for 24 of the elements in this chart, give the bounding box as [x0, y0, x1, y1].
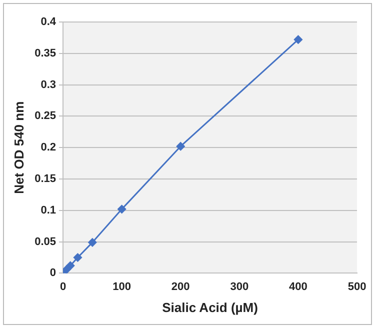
point	[118, 204, 126, 214]
y-tick-label: 0.2	[40, 142, 56, 154]
x-tick-label: 500	[348, 280, 366, 293]
x-tick-label: 200	[171, 280, 190, 293]
x-axis-title: Sialic Acid (µM)	[162, 300, 258, 315]
y-tick-label: 0.4	[40, 16, 57, 28]
point	[294, 35, 302, 44]
y-tick-label: 0.15	[34, 173, 56, 186]
point	[66, 261, 75, 270]
x-tick-label: 100	[112, 280, 131, 293]
point	[176, 142, 185, 151]
y-axis-title: Net OD 540 nm	[11, 101, 26, 194]
point	[63, 265, 71, 274]
y-tick-label: 0.25	[34, 110, 56, 122]
x-tick-label: 0	[60, 280, 66, 293]
y-tick-label: 0.35	[34, 47, 56, 60]
y-tick-label: 0.3	[40, 78, 56, 91]
point	[73, 253, 82, 262]
x-tick-label: 400	[289, 280, 308, 293]
y-tick-label: 0	[50, 267, 56, 280]
y-tick-label: 0.1	[40, 204, 56, 216]
x-tick-label: 300	[230, 280, 249, 293]
point	[88, 238, 97, 247]
y-tick-label: 0.05	[34, 236, 56, 248]
